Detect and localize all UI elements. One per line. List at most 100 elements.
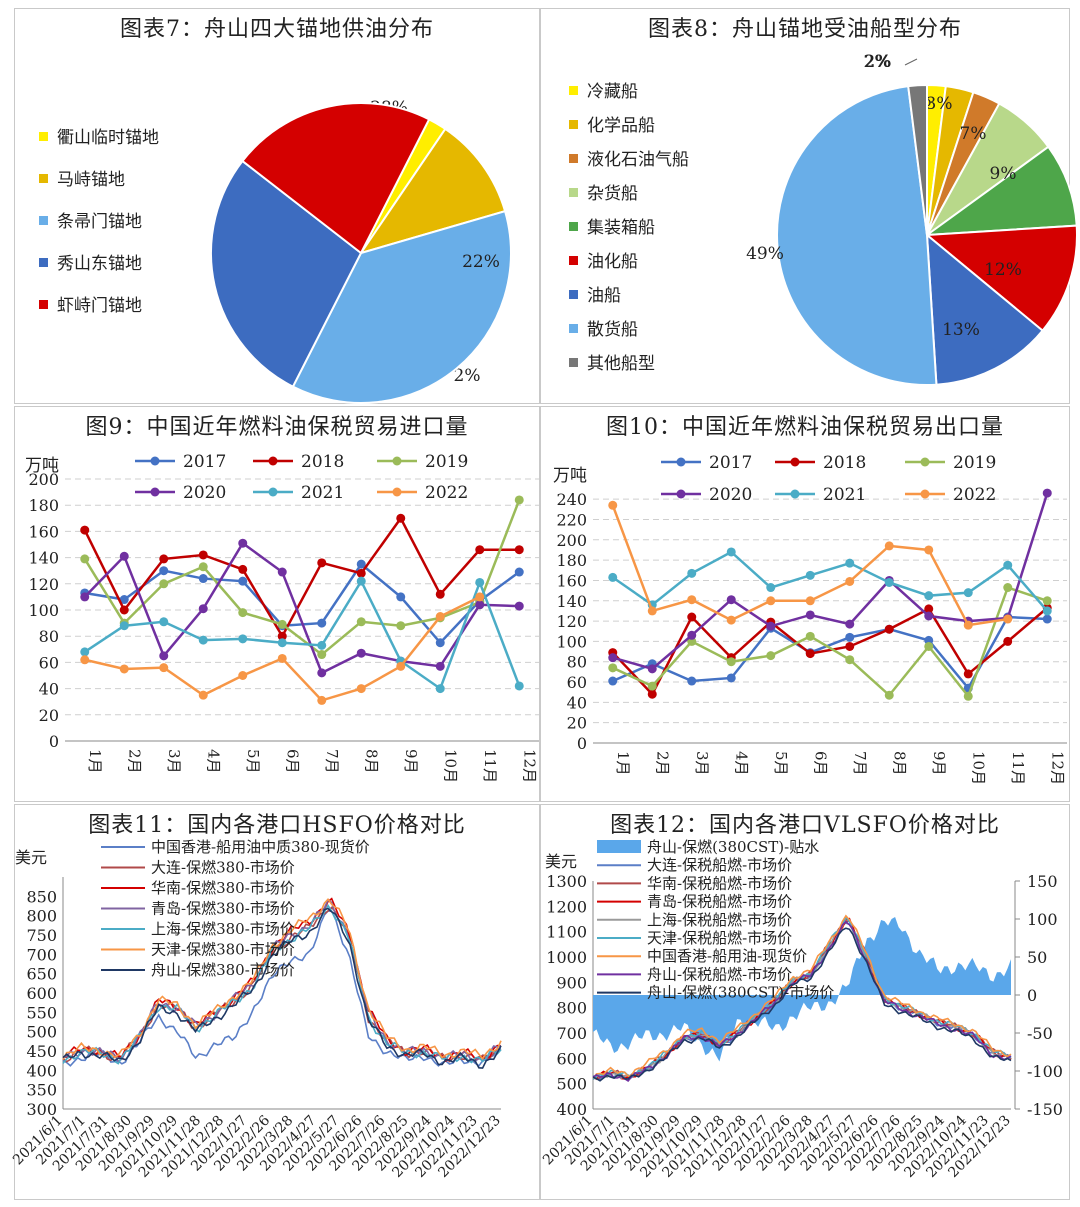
y-tick-label-4: 800 (556, 999, 587, 1018)
legend-label-5: 油化船 (587, 252, 638, 272)
data-point-2018-5 (805, 649, 815, 659)
data-point-2021-9 (435, 684, 445, 694)
y-tick-label-6: 120 (28, 575, 59, 594)
data-point-2022-3 (726, 615, 736, 625)
x-tick-label-5: 6月 (811, 751, 829, 776)
series-line-3 (62, 898, 502, 1063)
data-point-2020-11 (1042, 488, 1052, 498)
series-line-4 (592, 915, 1012, 1080)
data-point-2020-6 (845, 619, 855, 629)
data-point-2022-7 (884, 541, 894, 551)
data-point-2018-2 (159, 554, 169, 564)
x-tick-label-8: 9月 (930, 751, 948, 776)
chart-12-panel: 图表12：国内各港口VLSFO价格对比 400 500 600 700 800 900 10… (540, 804, 1070, 1200)
data-point-2021-11 (514, 681, 524, 691)
data-point-2020-8 (924, 611, 934, 621)
pie-slice-4 (923, 145, 1078, 237)
y2-tick-label-0: -150 (1027, 1100, 1063, 1119)
series-line-7 (592, 927, 1012, 1082)
data-point-2022-5 (277, 653, 287, 663)
legend-swatch-3 (569, 188, 578, 197)
legend-marker-2021 (268, 487, 278, 497)
y-tick-label-7: 140 (28, 549, 59, 568)
y-tick-label-9: 750 (26, 926, 57, 945)
x-tick-label-5: 6月 (283, 749, 301, 774)
data-point-2020-1 (119, 551, 129, 561)
y-tick-label-11: 220 (556, 510, 587, 529)
pie-data-label-0: 2% (454, 366, 481, 386)
legend-label-7: 舟山-保税船燃-市场价 (647, 965, 792, 983)
y2-tick-label-3: 0 (1027, 986, 1037, 1005)
legend-label-2: 华南-保燃380-市场价 (151, 879, 295, 897)
chart-11-svg: 300350400450500550600650700750800850美元20… (10, 838, 504, 1181)
y-axis-label: 美元 (545, 852, 577, 871)
y-tick-label-6: 1000 (546, 948, 587, 967)
series-line-6 (62, 907, 502, 1069)
y-tick-label-4: 80 (39, 627, 59, 646)
legend-label-1: 马峙锚地 (57, 170, 125, 190)
data-point-2018-8 (924, 604, 934, 614)
legend-label-0: 衢山临时锚地 (57, 127, 159, 148)
data-point-2019-10 (1003, 583, 1013, 593)
legend-swatch-2 (39, 216, 48, 225)
data-point-2017-11 (1042, 614, 1052, 624)
data-point-2018-11 (514, 545, 524, 555)
x-tick-label-3: 4月 (204, 749, 222, 774)
legend-swatch-4 (39, 300, 48, 309)
data-point-2017-2 (159, 566, 169, 576)
chart-8-panel: 图表8：舟山锚地受油船型分布 2%3%3%7%9%12%13%49%2%冷藏船化… (540, 8, 1078, 404)
data-point-2021-10 (475, 577, 485, 587)
y-tick-label-5: 100 (28, 601, 59, 620)
y-tick-label-6: 120 (556, 612, 587, 631)
data-point-2021-2 (159, 617, 169, 627)
data-point-2018-6 (845, 641, 855, 651)
data-point-2018-9 (963, 669, 973, 679)
legend-label-6: 舟山-保燃380-市场价 (151, 961, 295, 979)
data-point-2019-8 (924, 641, 934, 651)
x-tick-label-2: 3月 (165, 749, 183, 774)
legend-label-2: 华南-保税船燃-市场价 (647, 874, 792, 892)
legend-label-1: 化学品船 (587, 116, 655, 136)
data-point-2022-1 (119, 664, 129, 674)
legend-marker-2021 (790, 489, 800, 499)
legend-label-8: 其他船型 (587, 354, 655, 374)
data-point-2017-1 (119, 595, 129, 605)
y-tick-label-10: 800 (26, 907, 57, 926)
y-tick-label-8: 160 (28, 522, 59, 541)
x-tick-label-11: 12月 (1048, 751, 1066, 785)
data-point-2017-6 (845, 632, 855, 642)
y2-tick-label-4: 50 (1027, 948, 1047, 967)
legend-marker-2020 (150, 487, 160, 497)
x-tick-label-2: 3月 (693, 751, 711, 776)
y-tick-label-3: 60 (567, 673, 587, 692)
data-point-2019-2 (159, 579, 169, 589)
data-point-2019-3 (726, 657, 736, 667)
legend-swatch-8 (569, 358, 578, 367)
legend-label-5: 天津-保税船燃-市场价 (647, 929, 792, 947)
y2-tick-label-1: -100 (1027, 1062, 1063, 1081)
y-tick-label-10: 200 (556, 531, 587, 550)
legend-label-8: 舟山-保燃(380CST)-市场价 (647, 984, 834, 1002)
data-point-2018-7 (884, 624, 894, 634)
y-tick-label-3: 700 (556, 1024, 587, 1043)
legend-marker-2022 (920, 489, 930, 499)
data-point-2022-5 (805, 596, 815, 606)
pie-slice-7 (776, 85, 938, 386)
legend-label-2019: 2019 (425, 452, 468, 472)
y-tick-label-8: 160 (556, 571, 587, 590)
legend-label-2018: 2018 (301, 452, 344, 472)
data-point-2019-11 (1042, 596, 1052, 606)
legend-marker-2017 (676, 457, 686, 467)
data-point-2020-3 (198, 604, 208, 614)
data-point-2022-4 (238, 671, 248, 680)
y-tick-label-1: 20 (39, 706, 59, 725)
y2-tick-label-5: 100 (1027, 910, 1058, 929)
x-tick-label-10: 11月 (1009, 751, 1027, 785)
data-point-2021-10 (1003, 560, 1013, 570)
pie-slice-5 (924, 224, 1078, 333)
chart-7-title: 图表7：舟山四大锚地供油分布 (120, 17, 434, 42)
legend-label-2018: 2018 (823, 453, 866, 473)
y-tick-label-2: 600 (556, 1049, 587, 1068)
y-axis-label: 美元 (15, 848, 47, 867)
data-point-2022-9 (435, 612, 445, 622)
